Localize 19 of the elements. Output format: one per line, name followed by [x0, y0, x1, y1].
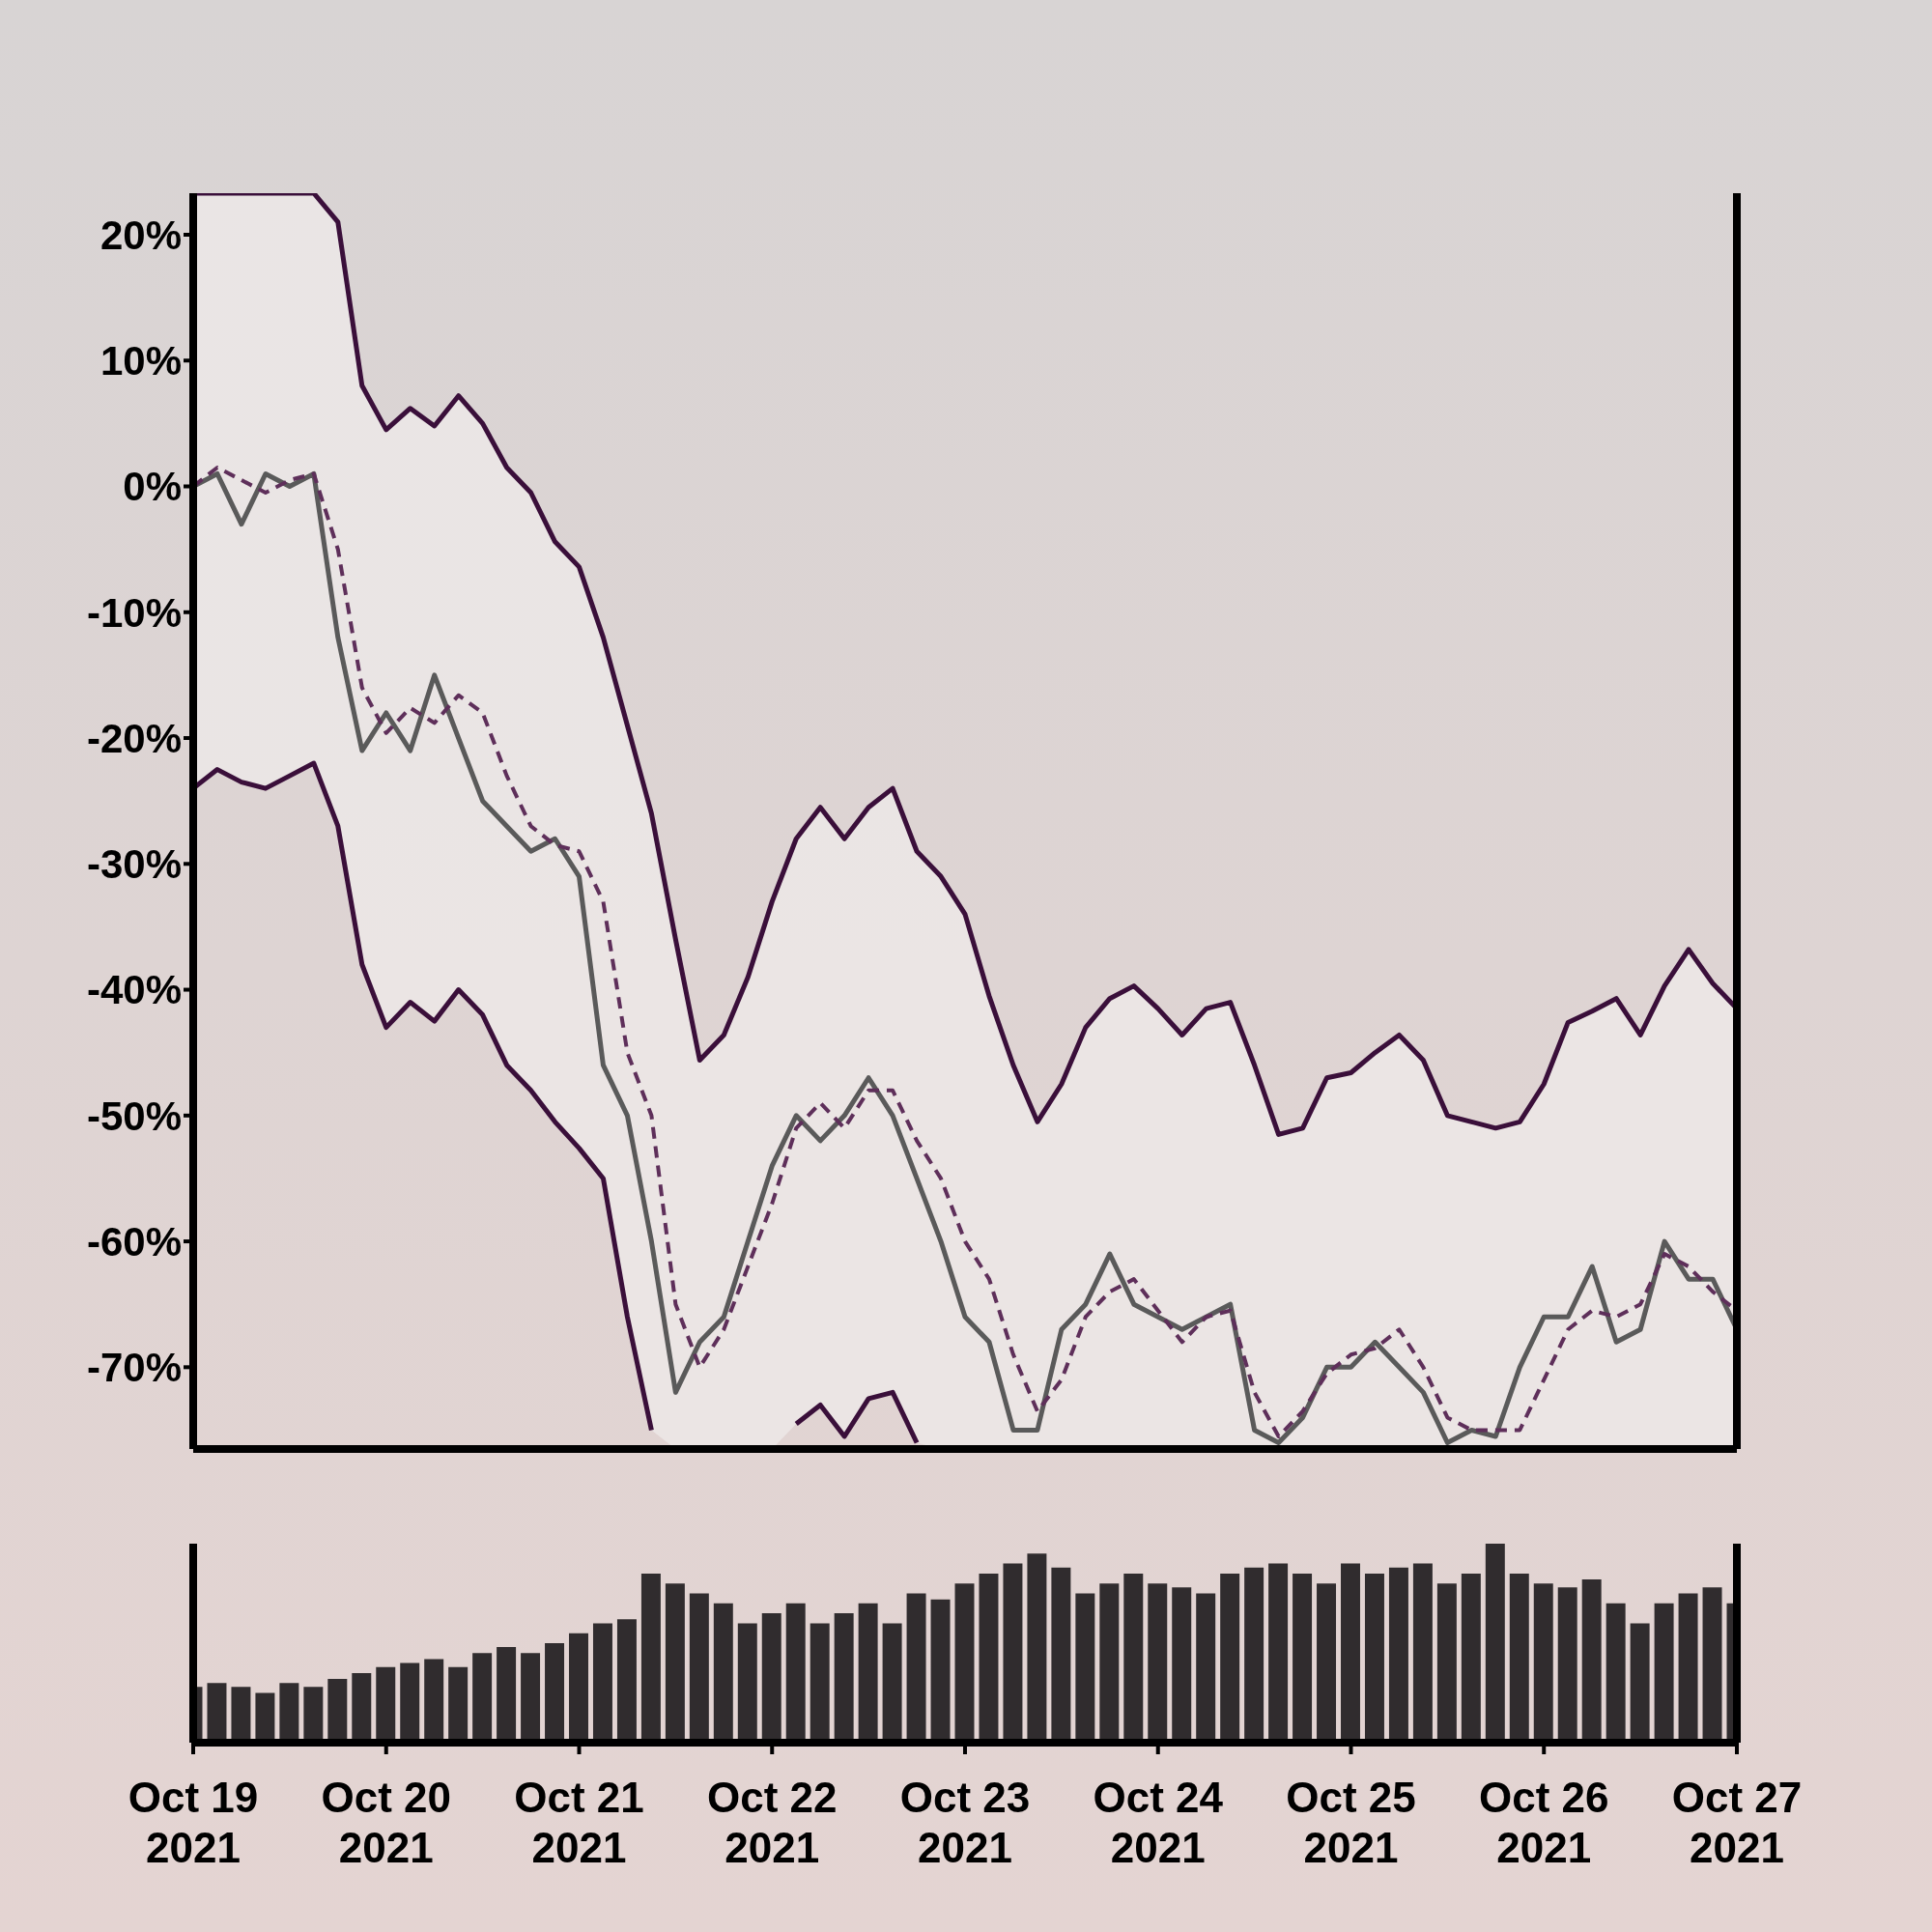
y-tick-label: 20%	[99, 212, 182, 258]
y-tick-label: -20%	[86, 715, 182, 761]
y-tick-label: -40%	[86, 967, 182, 1013]
y-tick-label: 10%	[99, 338, 182, 384]
x-tick-label: Oct 20 2021	[321, 1774, 452, 1871]
y-tick-label: -50%	[86, 1093, 182, 1139]
y-tick-label: -30%	[86, 841, 182, 888]
x-tick-label: Oct 26 2021	[1478, 1774, 1609, 1871]
x-tick-label: Oct 19 2021	[128, 1774, 259, 1871]
x-tick-label: Oct 25 2021	[1286, 1774, 1416, 1871]
y-tick-label: -70%	[86, 1345, 182, 1391]
x-tick-label: Oct 22 2021	[706, 1774, 838, 1871]
x-tick-label: Oct 21 2021	[514, 1774, 644, 1871]
x-tick-label: Oct 27 2021	[1671, 1774, 1803, 1871]
y-tick-label: -10%	[86, 589, 182, 636]
x-tick-label: Oct 23 2021	[899, 1774, 1031, 1871]
y-tick-label: -60%	[86, 1218, 182, 1264]
x-tick-label: Oct 24 2021	[1093, 1774, 1224, 1871]
y-tick-label: 0%	[123, 464, 182, 510]
